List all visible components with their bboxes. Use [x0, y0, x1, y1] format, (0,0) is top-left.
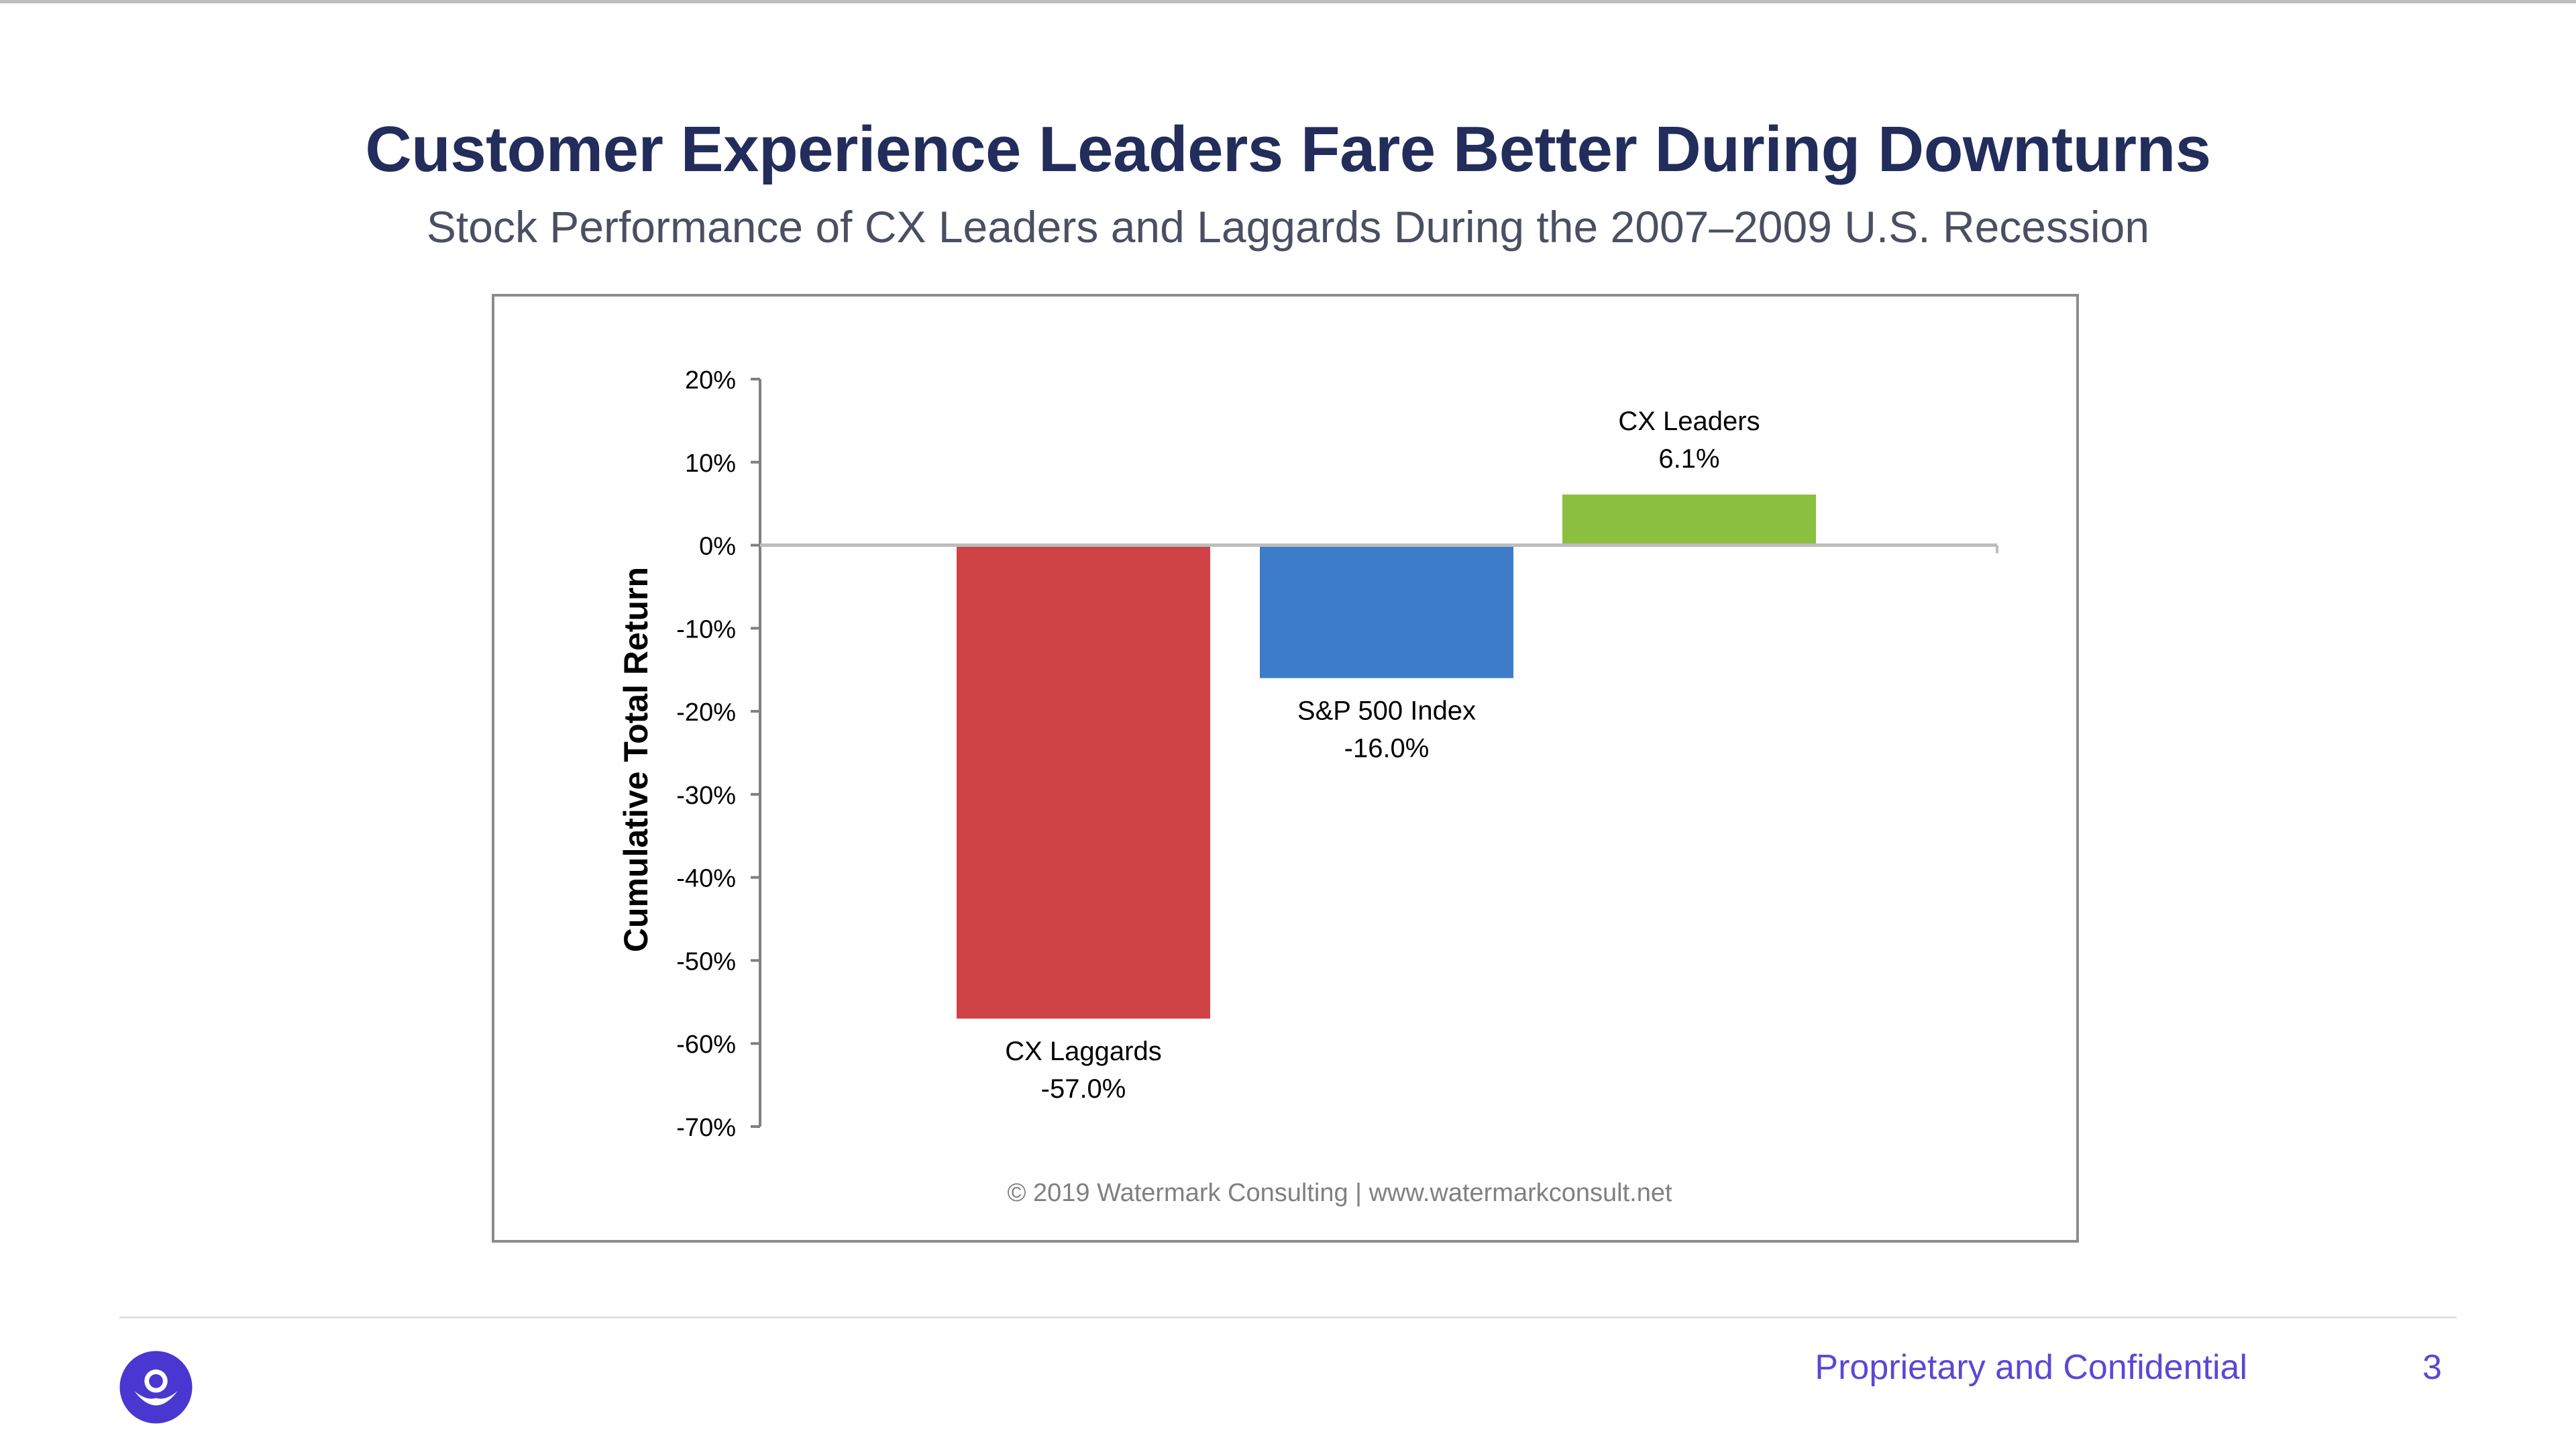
slide-subtitle: Stock Performance of CX Leaders and Lagg…: [426, 202, 2150, 252]
y-tick-label: -50%: [676, 947, 736, 976]
y-tick-label: -30%: [676, 782, 736, 810]
bar-cx-leaders: [1562, 495, 1816, 546]
bar-category-label: CX Laggards: [1005, 1037, 1161, 1066]
y-tick-label: -70%: [676, 1114, 736, 1142]
bar-category-label: CX Leaders: [1618, 407, 1760, 436]
top-border: [0, 0, 2576, 3]
bar-value-label: -57.0%: [1041, 1074, 1126, 1104]
y-tick-label: -20%: [676, 698, 736, 727]
y-tick-label: -10%: [676, 615, 736, 643]
bar-cx-laggards: [957, 545, 1210, 1019]
data-labels: CX Laggards -57.0% S&P 500 Index -16.0% CX L…: [1005, 407, 1760, 1104]
y-tick-label: 20%: [685, 366, 736, 395]
chart-frame: Cumulative Total Return 20% 10% 0% -10% -20%…: [492, 294, 2079, 1243]
page-number: 3: [2422, 1348, 2442, 1387]
bars: [957, 495, 1816, 1019]
chart-source-note: © 2019 Watermark Consulting | www.waterm…: [1007, 1179, 1672, 1207]
bar-value-label: -16.0%: [1344, 734, 1430, 764]
logo-icon: [119, 1351, 193, 1424]
y-axis-title: Cumulative Total Return: [617, 567, 655, 952]
y-axis-ticks: 20% 10% 0% -10% -20% -30% -40% -50% -60% -70%: [676, 366, 1998, 1142]
bar-s-p-500-index: [1260, 545, 1513, 678]
y-tick-label: -60%: [676, 1031, 736, 1059]
footer-confidential: Proprietary and Confidential: [1815, 1348, 2247, 1387]
bar-value-label: 6.1%: [1658, 444, 1719, 474]
bar-chart: Cumulative Total Return 20% 10% 0% -10% -20%…: [617, 366, 1998, 1207]
footer-divider: [119, 1316, 2457, 1318]
bar-category-label: S&P 500 Index: [1297, 696, 1476, 726]
y-tick-label: 10%: [685, 450, 736, 478]
y-tick-label: 0%: [699, 533, 736, 561]
slide-title: Customer Experience Leaders Fare Better …: [365, 113, 2211, 185]
y-tick-label: -40%: [676, 865, 736, 893]
